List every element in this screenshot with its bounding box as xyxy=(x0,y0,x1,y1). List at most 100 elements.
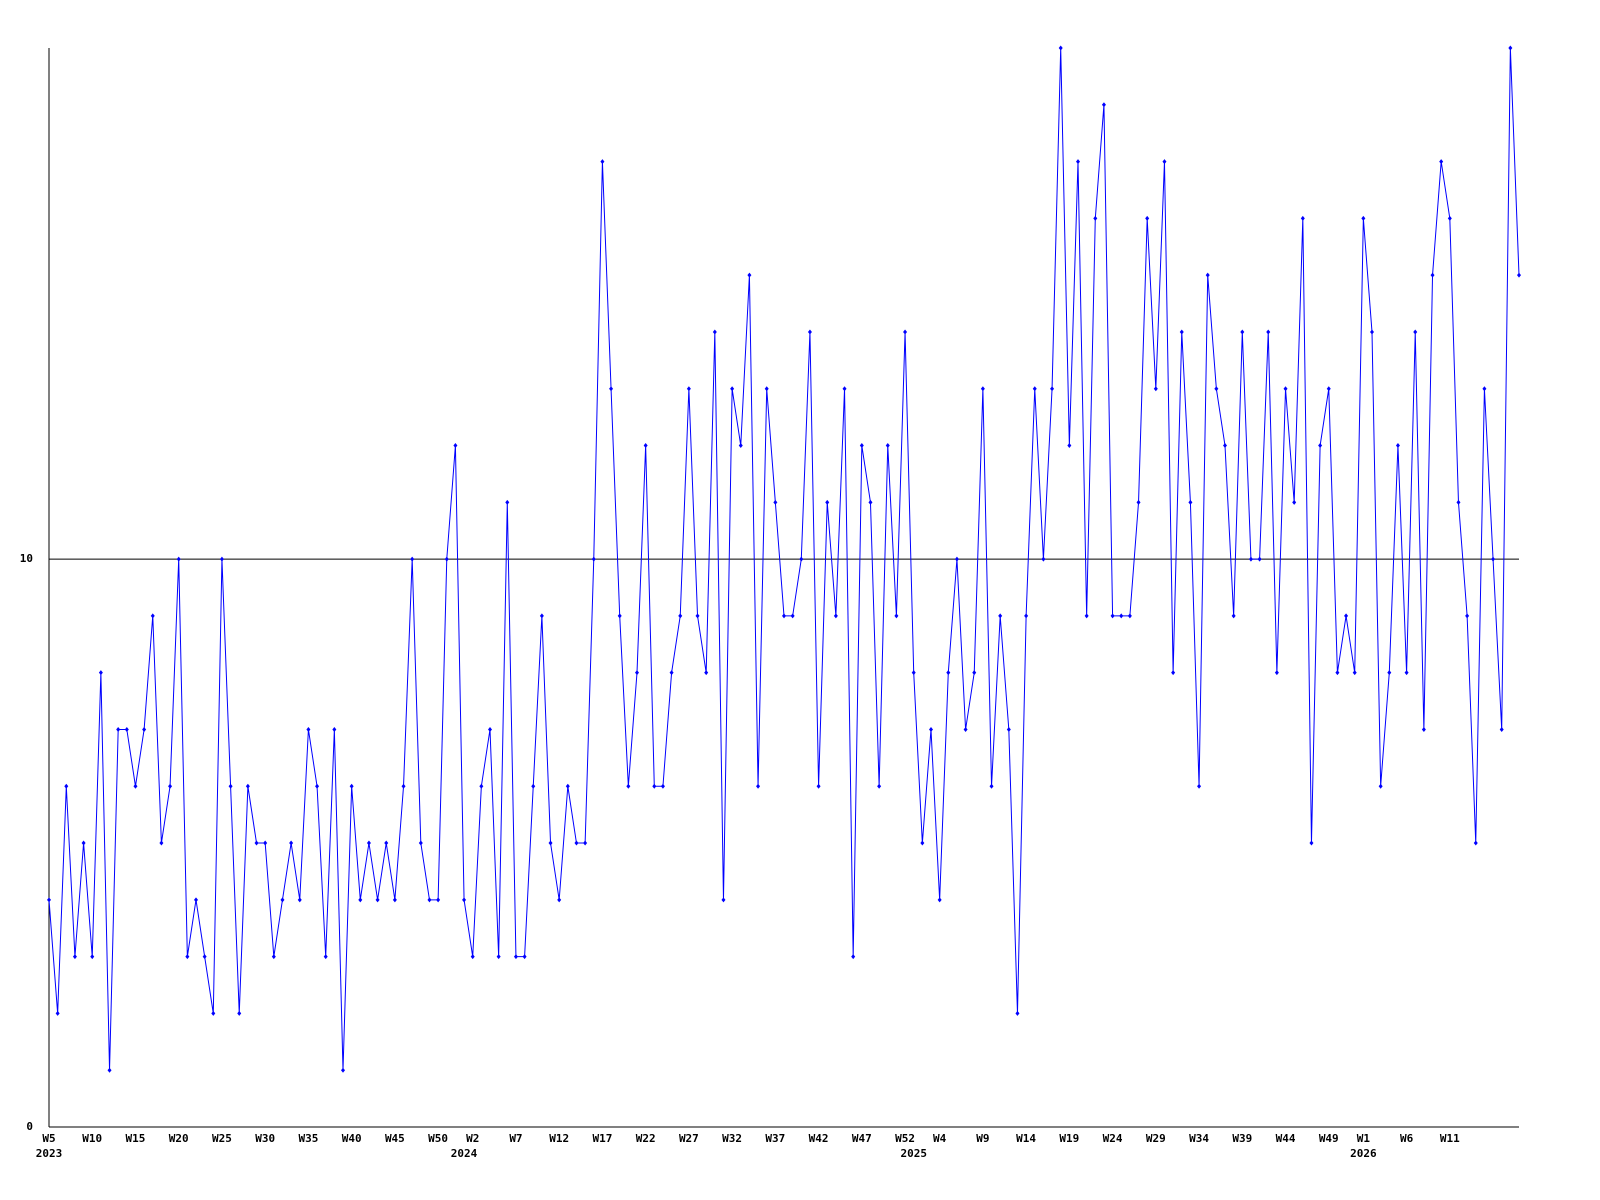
point xyxy=(894,613,899,619)
x-tick-label: W14 xyxy=(1016,1132,1036,1145)
point xyxy=(219,556,224,562)
point xyxy=(505,499,510,505)
point xyxy=(790,613,795,619)
x-tick-label: W20 xyxy=(169,1132,189,1145)
point xyxy=(332,726,337,732)
point xyxy=(289,840,294,846)
point xyxy=(1076,159,1080,165)
point xyxy=(81,840,86,846)
point xyxy=(1188,499,1193,505)
point xyxy=(522,954,527,960)
point xyxy=(591,556,596,562)
y-tick-label: 0 xyxy=(26,1120,33,1133)
x-year-label: 2023 xyxy=(36,1147,63,1160)
point xyxy=(1335,670,1340,676)
point xyxy=(1318,443,1323,449)
point xyxy=(263,840,268,846)
point xyxy=(168,783,173,789)
point xyxy=(1214,386,1219,392)
point xyxy=(1395,443,1400,449)
point xyxy=(859,443,864,449)
point xyxy=(1421,726,1426,732)
x-tick-label: W4 xyxy=(933,1132,947,1145)
point xyxy=(64,783,69,789)
point xyxy=(1447,215,1452,221)
point xyxy=(920,840,925,846)
point xyxy=(1093,215,1098,221)
point xyxy=(1240,329,1245,335)
point xyxy=(1274,670,1279,676)
point xyxy=(90,954,95,960)
point xyxy=(159,840,164,846)
point xyxy=(764,386,769,392)
point xyxy=(617,613,622,619)
x-tick-label: W44 xyxy=(1276,1132,1296,1145)
point xyxy=(1084,613,1089,619)
point xyxy=(842,386,847,392)
point xyxy=(479,783,484,789)
point xyxy=(1309,840,1314,846)
point xyxy=(1067,443,1072,449)
point xyxy=(980,386,985,392)
x-tick-label: W10 xyxy=(82,1132,102,1145)
point xyxy=(1032,386,1037,392)
point xyxy=(686,386,691,392)
point xyxy=(1508,45,1513,51)
point xyxy=(756,783,761,789)
point xyxy=(565,783,570,789)
x-tick-label: W49 xyxy=(1319,1132,1339,1145)
point xyxy=(1352,670,1357,676)
point xyxy=(1015,1010,1020,1016)
x-tick-label: W11 xyxy=(1440,1132,1460,1145)
point xyxy=(1326,386,1331,392)
point xyxy=(963,726,968,732)
point xyxy=(418,840,423,846)
point xyxy=(453,443,458,449)
point xyxy=(194,897,198,903)
point xyxy=(1387,670,1392,676)
point xyxy=(695,613,700,619)
x-tick-label: W47 xyxy=(852,1132,872,1145)
point xyxy=(652,783,657,789)
x-year-label: 2025 xyxy=(900,1147,927,1160)
point xyxy=(107,1067,112,1073)
point xyxy=(807,329,812,335)
point xyxy=(911,670,916,676)
x-tick-label: W40 xyxy=(342,1132,362,1145)
point xyxy=(1473,840,1478,846)
point xyxy=(946,670,951,676)
point xyxy=(358,897,363,903)
point xyxy=(1223,443,1227,449)
point xyxy=(660,783,665,789)
x-tick-label: W22 xyxy=(636,1132,656,1145)
point xyxy=(392,897,397,903)
point xyxy=(142,726,147,732)
point xyxy=(1517,272,1521,278)
y-tick-label: 10 xyxy=(20,552,33,565)
point xyxy=(1205,272,1210,278)
point xyxy=(306,726,311,732)
point xyxy=(185,954,190,960)
x-tick-label: W1 xyxy=(1357,1132,1371,1145)
point xyxy=(747,272,752,278)
point xyxy=(1378,783,1383,789)
point xyxy=(1404,670,1409,676)
point xyxy=(133,783,138,789)
point xyxy=(1050,386,1055,392)
point xyxy=(271,954,276,960)
x-tick-label: W17 xyxy=(592,1132,612,1145)
point xyxy=(513,954,518,960)
x-tick-label: W12 xyxy=(549,1132,569,1145)
point xyxy=(427,897,432,903)
point xyxy=(704,670,709,676)
point xyxy=(211,1010,216,1016)
point xyxy=(1024,613,1029,619)
point xyxy=(297,897,302,903)
point xyxy=(323,954,328,960)
point xyxy=(885,443,890,449)
x-tick-label: W42 xyxy=(809,1132,829,1145)
point xyxy=(868,499,873,505)
x-tick-label: W34 xyxy=(1189,1132,1209,1145)
point xyxy=(1127,613,1132,619)
